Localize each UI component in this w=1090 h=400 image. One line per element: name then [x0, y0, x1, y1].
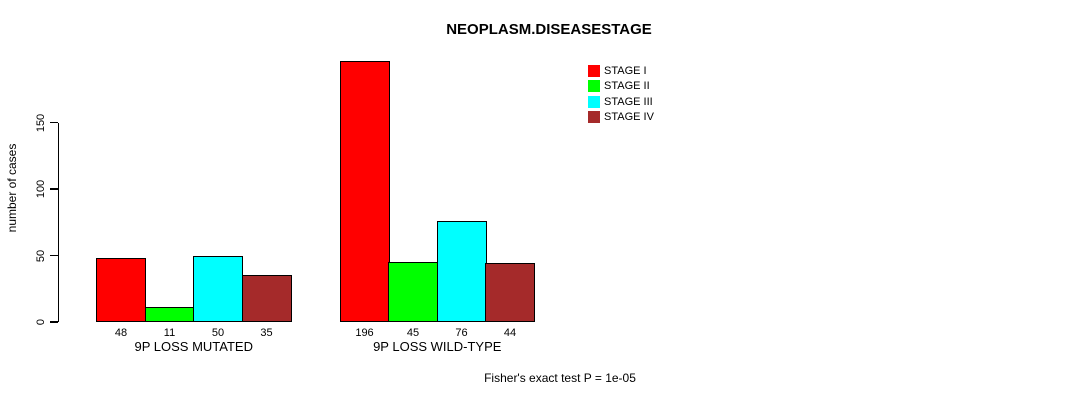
legend-item-stage-iv: STAGE IV — [588, 110, 654, 123]
bar-stage-i-9p-loss-mutated — [96, 258, 146, 322]
y-axis-tick — [49, 188, 58, 190]
bar-stage-ii-9p-loss-mutated — [144, 307, 195, 322]
y-axis — [57, 122, 59, 322]
bar-value-label: 48 — [114, 327, 128, 339]
bar-stage-i-9p-loss-wild-type — [339, 61, 390, 322]
bar-stage-iv-9p-loss-mutated — [241, 275, 292, 322]
legend-swatch-stage-ii — [588, 80, 600, 93]
bar-value-label: 35 — [260, 327, 273, 339]
bar-value-label: 45 — [406, 327, 420, 339]
legend-label: STAGE IV — [604, 110, 654, 123]
bar-stage-ii-9p-loss-wild-type — [388, 262, 438, 322]
bar-value-label: 11 — [163, 327, 176, 339]
bar-value-label: 44 — [503, 327, 517, 339]
chart-title: NEOPLASM.DISEASESTAGE — [446, 21, 652, 38]
bar-value-label: 76 — [455, 327, 468, 339]
legend-item-stage-iii: STAGE III — [588, 95, 653, 108]
bar-stage-iii-9p-loss-wild-type — [436, 220, 487, 322]
bar-stage-iii-9p-loss-mutated — [193, 255, 243, 322]
legend-label: STAGE III — [604, 95, 653, 108]
fisher-test-annotation: Fisher's exact test P = 1e-05 — [484, 371, 636, 385]
y-axis-tick — [49, 321, 58, 323]
legend-label: STAGE I — [604, 65, 647, 77]
y-axis-tick-label: 50 — [35, 249, 47, 262]
group-label-9p-loss-mutated: 9P LOSS MUTATED — [134, 339, 253, 354]
bar-value-label: 50 — [211, 327, 225, 339]
bar-stage-iv-9p-loss-wild-type — [485, 263, 535, 322]
y-axis-tick — [49, 254, 58, 257]
legend-swatch-stage-i — [588, 65, 600, 77]
legend-swatch-stage-iv — [588, 110, 600, 123]
y-axis-tick-label: 0 — [35, 318, 47, 326]
legend-label: STAGE II — [604, 80, 650, 93]
y-axis-tick-label: 150 — [35, 113, 47, 132]
y-axis-tick — [49, 121, 58, 124]
bar-value-label: 196 — [355, 327, 374, 339]
legend-item-stage-ii: STAGE II — [588, 80, 650, 93]
y-axis-tick-label: 100 — [35, 179, 47, 199]
legend-swatch-stage-iii — [588, 95, 600, 108]
legend-item-stage-i: STAGE I — [588, 65, 647, 77]
group-label-9p-loss-wild-type: 9P LOSS WILD-TYPE — [373, 339, 502, 354]
